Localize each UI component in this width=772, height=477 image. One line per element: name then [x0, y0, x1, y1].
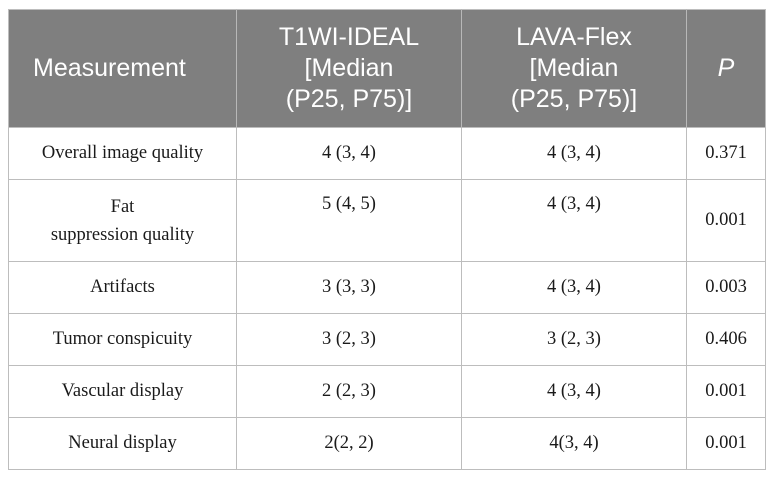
header-row: Measurement T1WI-IDEAL [Median (P25, P75…	[8, 9, 766, 128]
cell-measurement: Artifacts	[8, 261, 237, 314]
header-measurement: Measurement	[8, 9, 237, 128]
results-table-container: Measurement T1WI-IDEAL [Median (P25, P75…	[8, 9, 766, 470]
cell-lava-flex: 4 (3, 4)	[461, 365, 687, 418]
cell-p-value: 0.001	[686, 179, 766, 262]
cell-t1wi-ideal: 4 (3, 4)	[236, 127, 462, 180]
header-t1wi-ideal: T1WI-IDEAL [Median (P25, P75)]	[236, 9, 462, 128]
cell-measurement: Neural display	[8, 417, 237, 470]
table-row: Tumor conspicuity 3 (2, 3) 3 (2, 3) 0.40…	[8, 313, 766, 366]
cell-p-value: 0.003	[686, 261, 766, 314]
cell-lava-flex: 4 (3, 4)	[461, 261, 687, 314]
cell-t1wi-ideal: 2(2, 2)	[236, 417, 462, 470]
table-row: Overall image quality 4 (3, 4) 4 (3, 4) …	[8, 127, 766, 180]
results-table: Measurement T1WI-IDEAL [Median (P25, P75…	[8, 9, 766, 470]
header-lava-flex: LAVA-Flex [Median (P25, P75)]	[461, 9, 687, 128]
cell-t1wi-ideal: 3 (3, 3)	[236, 261, 462, 314]
header-p-value: P	[686, 9, 766, 128]
cell-measurement: Overall image quality	[8, 127, 237, 180]
table-row: Vascular display 2 (2, 3) 4 (3, 4) 0.001	[8, 365, 766, 418]
table-row: Fat suppression quality 5 (4, 5) 4 (3, 4…	[8, 179, 766, 262]
cell-lava-flex: 4 (3, 4)	[461, 127, 687, 180]
cell-t1wi-ideal: 5 (4, 5)	[236, 179, 462, 262]
cell-p-value: 0.001	[686, 365, 766, 418]
cell-t1wi-ideal: 2 (2, 3)	[236, 365, 462, 418]
cell-p-value: 0.001	[686, 417, 766, 470]
cell-lava-flex: 4(3, 4)	[461, 417, 687, 470]
cell-measurement: Vascular display	[8, 365, 237, 418]
table-row: Artifacts 3 (3, 3) 4 (3, 4) 0.003	[8, 261, 766, 314]
cell-lava-flex: 3 (2, 3)	[461, 313, 687, 366]
cell-lava-flex: 4 (3, 4)	[461, 179, 687, 262]
cell-measurement: Fat suppression quality	[8, 179, 237, 262]
cell-p-value: 0.406	[686, 313, 766, 366]
table-row: Neural display 2(2, 2) 4(3, 4) 0.001	[8, 417, 766, 470]
cell-p-value: 0.371	[686, 127, 766, 180]
cell-t1wi-ideal: 3 (2, 3)	[236, 313, 462, 366]
cell-measurement: Tumor conspicuity	[8, 313, 237, 366]
